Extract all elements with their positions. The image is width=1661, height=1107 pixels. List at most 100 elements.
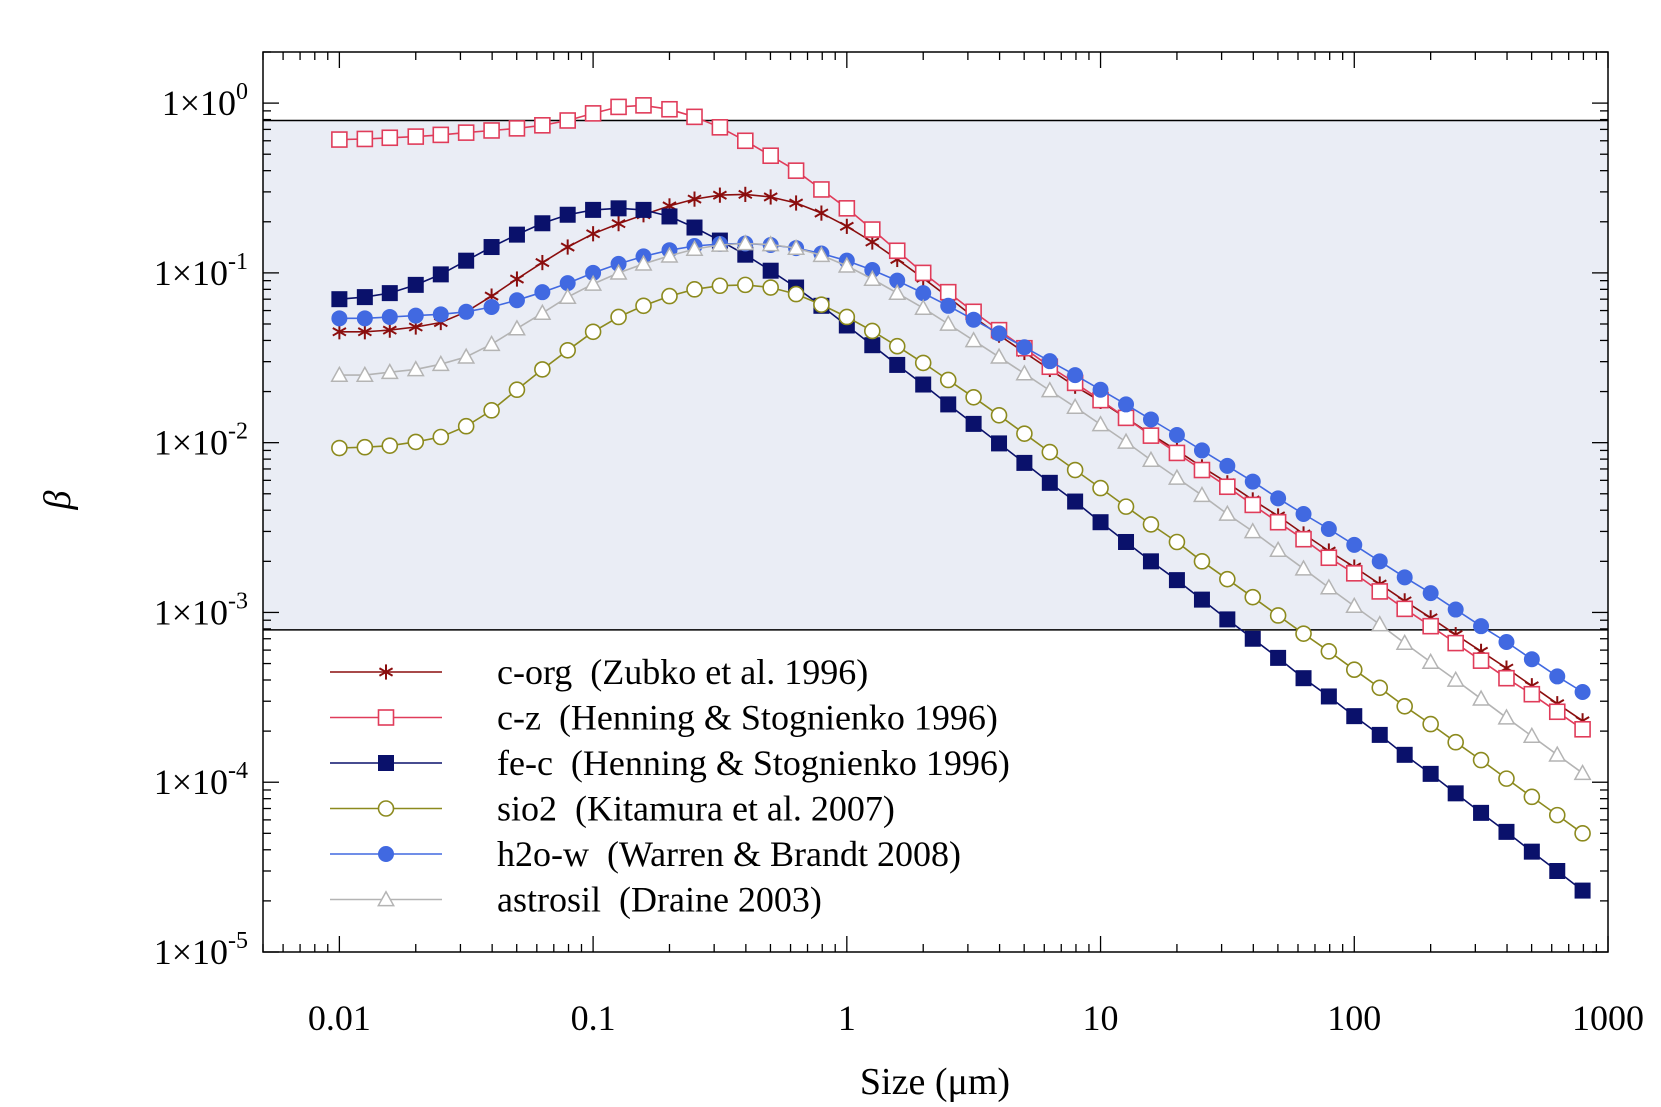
data-point [660,246,679,263]
data-point [1066,461,1084,479]
data-point [377,890,395,907]
x-tick-label: 1 [838,998,856,1038]
data-point [1067,493,1084,510]
legend-label: h2o-w (Warren & Brandt 2008) [497,834,961,874]
data-point [1473,804,1490,821]
y-tick-label: 1×10-1 [154,249,248,293]
data-point [1193,442,1210,459]
data-point [381,129,399,147]
data-point [712,187,727,203]
series-layer [330,97,1592,899]
legend-item: c-org (Zubko et al. 1996) [330,652,868,692]
data-point [1142,427,1160,444]
data-point [940,396,957,413]
data-point [1422,617,1439,635]
data-point [635,97,652,114]
data-point [964,331,983,348]
data-point [1041,443,1059,461]
data-point [1522,726,1541,743]
data-point [1472,751,1490,769]
series-3 [331,200,1591,899]
data-point [1167,468,1186,485]
y-tick-label: 1×100 [162,79,248,123]
data-point [1345,565,1363,582]
data-point [634,254,653,271]
data-point [914,354,932,372]
data-point [635,201,652,218]
data-point [1092,514,1109,531]
data-point [356,289,373,306]
data-point [609,263,628,280]
x-tick-label: 0.01 [308,998,371,1038]
data-point [1574,825,1591,842]
data-point [789,195,804,211]
data-point [1016,339,1033,356]
data-point [991,325,1008,342]
data-point [1574,683,1591,700]
data-point [685,239,704,257]
data-point [1091,415,1110,432]
data-point [457,347,476,364]
data-point [1549,862,1566,879]
data-point [1117,432,1135,449]
legend-item: fe-c (Henning & Stognienko 1996) [330,743,1010,783]
x-tick-label: 100 [1327,998,1381,1038]
data-point [432,266,449,283]
data-point [1473,618,1490,635]
data-point [990,347,1009,364]
data-point [812,246,831,263]
data-point [1092,381,1109,398]
data-point [1498,633,1515,650]
data-point [584,323,602,341]
data-point [1523,788,1541,806]
data-point [585,201,602,218]
legend-label: astrosil (Draine 2003) [497,880,822,920]
data-point [1498,669,1515,687]
data-point [1320,643,1338,660]
data-point [965,311,982,328]
data-point [814,205,829,221]
data-point [1168,426,1185,443]
data-point [1295,625,1312,642]
data-point [1168,533,1186,551]
y-tick-label: 1×10-2 [154,419,248,463]
legend-item: astrosil (Draine 2003) [330,880,822,920]
data-point [1396,698,1413,715]
data-point [558,287,577,305]
legend-label: fe-c (Henning & Stognienko 1996) [497,743,1010,783]
data-point [1270,490,1287,507]
data-point [1346,708,1363,725]
legend-item: h2o-w (Warren & Brandt 2008) [330,834,961,874]
data-point [965,415,982,432]
data-point [1447,785,1464,802]
y-tick-label: 1×10-4 [154,758,248,802]
data-point [559,112,576,129]
shaded-band [263,120,1608,630]
data-point [1396,746,1413,763]
data-point [483,298,500,315]
data-point [1041,353,1058,370]
data-point [534,215,551,232]
x-tick-label: 0.1 [571,998,616,1038]
data-point [457,417,475,435]
legend-label: c-org (Zubko et al. 1996) [497,652,868,692]
data-point [863,269,882,286]
data-point [838,308,856,326]
data-point [762,262,779,279]
data-point [1446,670,1465,687]
data-point [863,221,881,238]
data-point [1118,533,1135,550]
data-point [888,337,906,355]
data-point [508,381,526,399]
data-point [837,256,856,273]
data-point [813,296,830,313]
data-point [1193,553,1211,570]
data-point [508,226,525,243]
data-point [331,310,348,327]
data-point [611,216,626,232]
data-point [535,254,550,271]
data-point [331,439,348,457]
data-point [610,308,627,326]
data-point [407,276,424,293]
data-point [508,120,526,137]
